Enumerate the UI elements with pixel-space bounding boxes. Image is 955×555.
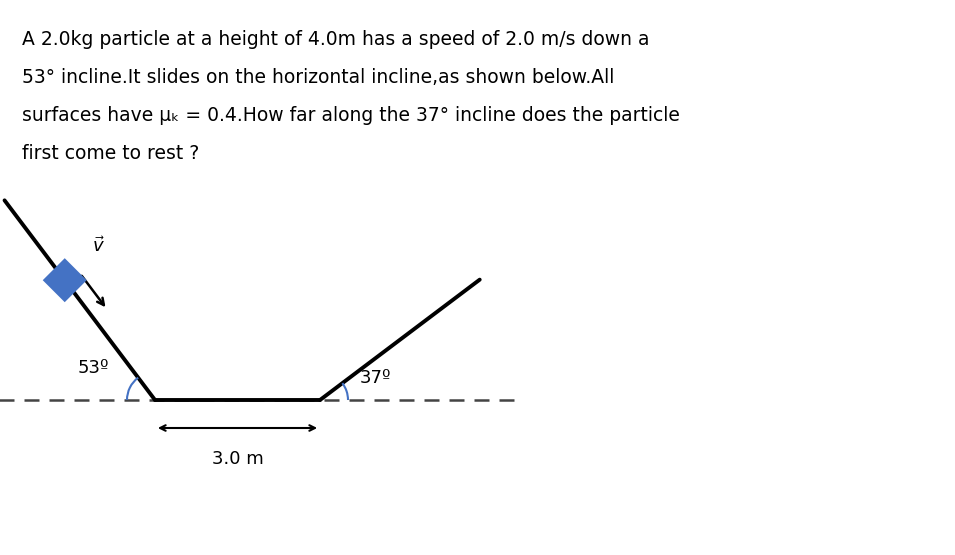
- Text: 53º: 53º: [77, 359, 109, 377]
- Text: $\vec{v}$: $\vec{v}$: [92, 236, 104, 255]
- Text: surfaces have μₖ = 0.4.How far along the 37° incline does the particle: surfaces have μₖ = 0.4.How far along the…: [22, 106, 680, 125]
- Text: 53° incline.It slides on the horizontal incline,as shown below.All: 53° incline.It slides on the horizontal …: [22, 68, 614, 87]
- Text: first come to rest ?: first come to rest ?: [22, 144, 200, 163]
- Polygon shape: [43, 258, 87, 302]
- Text: 37º: 37º: [359, 369, 391, 387]
- Text: A 2.0kg particle at a height of 4.0m has a speed of 2.0 m/s down a: A 2.0kg particle at a height of 4.0m has…: [22, 30, 649, 49]
- Text: 3.0 m: 3.0 m: [212, 450, 264, 468]
